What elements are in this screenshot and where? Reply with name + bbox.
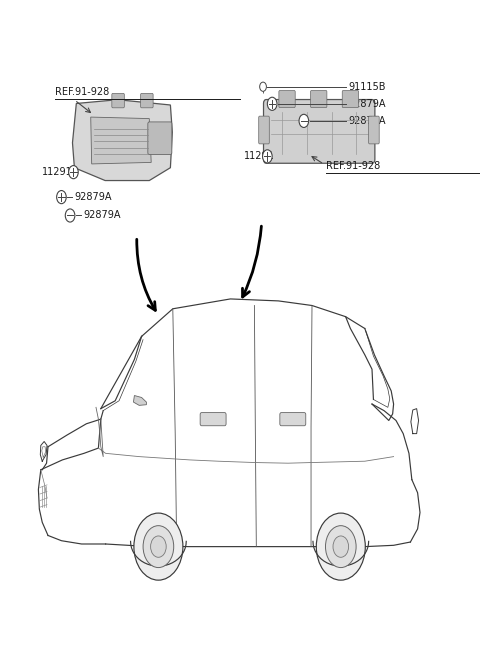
FancyBboxPatch shape xyxy=(259,116,269,144)
Text: 91115B: 91115B xyxy=(348,81,385,92)
Text: REF.91-928: REF.91-928 xyxy=(326,161,381,171)
Circle shape xyxy=(267,97,277,110)
FancyBboxPatch shape xyxy=(311,91,327,108)
Circle shape xyxy=(143,526,174,568)
FancyBboxPatch shape xyxy=(264,99,375,163)
Text: 92879A: 92879A xyxy=(348,116,385,126)
Polygon shape xyxy=(133,396,146,405)
Circle shape xyxy=(65,209,75,222)
Polygon shape xyxy=(91,117,151,164)
Circle shape xyxy=(325,526,356,568)
Circle shape xyxy=(134,513,183,580)
Circle shape xyxy=(260,82,266,91)
Circle shape xyxy=(151,536,166,557)
FancyBboxPatch shape xyxy=(200,413,226,426)
FancyBboxPatch shape xyxy=(280,413,306,426)
Text: 92879A: 92879A xyxy=(348,99,385,109)
Text: 11291: 11291 xyxy=(244,151,275,162)
Text: 92879A: 92879A xyxy=(74,192,112,202)
FancyBboxPatch shape xyxy=(148,122,172,154)
FancyBboxPatch shape xyxy=(369,116,379,144)
FancyBboxPatch shape xyxy=(112,93,124,108)
Text: 92879A: 92879A xyxy=(83,210,120,221)
FancyBboxPatch shape xyxy=(342,91,359,108)
Circle shape xyxy=(69,166,78,179)
Circle shape xyxy=(333,536,348,557)
FancyBboxPatch shape xyxy=(141,93,153,108)
Text: 11291: 11291 xyxy=(42,167,73,177)
Polygon shape xyxy=(72,100,172,181)
Circle shape xyxy=(263,150,272,163)
Text: REF.91-928: REF.91-928 xyxy=(55,87,109,97)
FancyBboxPatch shape xyxy=(279,91,295,108)
Circle shape xyxy=(299,114,309,127)
Circle shape xyxy=(316,513,365,580)
Circle shape xyxy=(57,191,66,204)
